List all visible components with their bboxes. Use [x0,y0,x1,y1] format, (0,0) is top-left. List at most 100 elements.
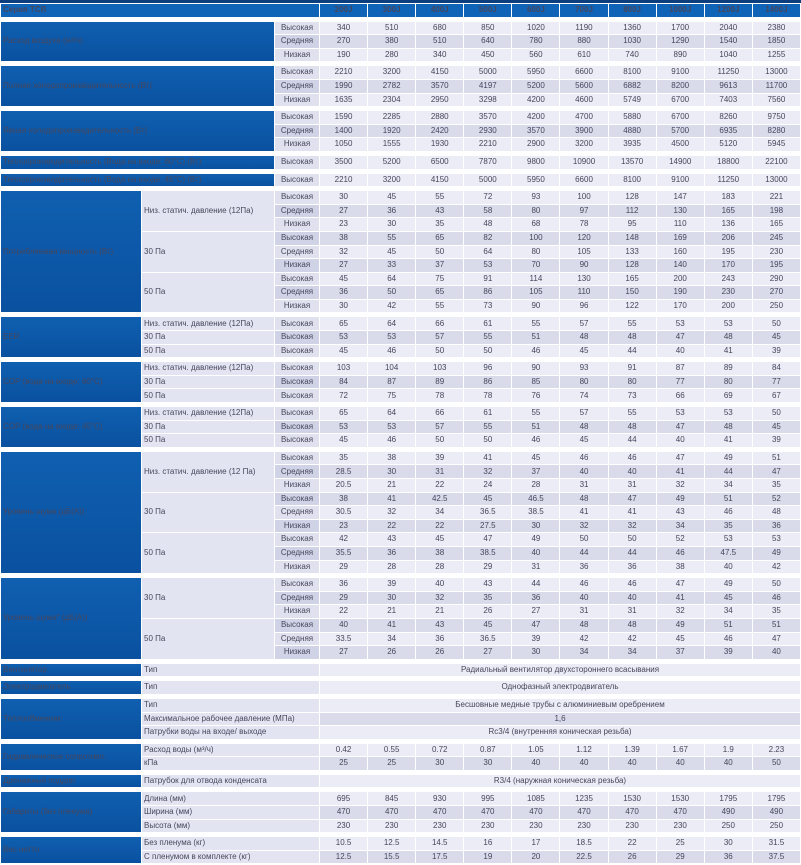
value-cell: 30 [320,299,368,313]
value-cell: 12.5 [368,837,416,850]
value-cell: 640 [464,35,512,48]
value-cell: 41 [560,506,608,519]
subgroup-label: 50 Па [142,344,274,358]
value-cell: 1.9 [704,743,752,757]
spec-row-label: Тип [142,681,319,694]
table-row: 30 Па Высокая 53 53 57 55 51 48 48 47 48 45 [1,331,800,344]
value-cell: 30 [512,646,560,659]
value-cell: 1360 [608,21,656,35]
value-cell: 34 [656,519,704,533]
row-group-label-hydraulic-resistance: Гидравлическое сопротивл. [1,743,141,770]
value-cell: 4197 [464,79,512,93]
value-cell: 48 [608,420,656,434]
speed-label: Высокая [275,492,319,506]
value-cell: 11250 [704,173,752,187]
speed-label: Высокая [275,407,319,420]
table-row: Полная холодопроизводительность (Вт) Высо… [1,66,800,107]
row-group-label-dimensions: Габариты (без пленума) [1,792,141,833]
value-cell: 122 [608,299,656,313]
table-row: Вес нетто Без пленума (кг) 10.5 12.5 14.5 16 1… [1,837,800,864]
value-cell: 1.67 [656,743,704,757]
value-cell: 40 [320,618,368,632]
row-group-label-heating-capacity-60: Теплопроизводительность (Вода на входе: … [1,155,274,169]
value-cell: 95 [608,218,656,231]
value-cell: 7403 [704,93,752,107]
value-cell: 43 [416,204,464,218]
spec-row-label: Максимальное рабочее давление (МПа) [142,712,319,726]
value-cell: 930 [416,792,464,806]
value-cell: 40 [608,591,656,605]
value-cell: 250 [752,299,800,313]
value-cell: 42 [752,560,800,574]
value-cell: 51 [704,492,752,506]
speed-label: Средняя [275,124,319,138]
value-cell: 44 [560,546,608,560]
group-separator [1,17,800,21]
value-cell: 23 [320,218,368,231]
value-cell: 32 [320,245,368,259]
value-cell: 340 [416,48,464,62]
value-cell: 450 [464,48,512,62]
value-cell: 37 [656,646,704,659]
value-cell: 27 [320,646,368,659]
value-cell: 52 [656,533,704,546]
value-cell: 26 [416,646,464,659]
value-cell: 3900 [560,124,608,138]
subgroup-label: 30 Па [142,331,274,344]
speed-label: Средняя [275,632,319,646]
value-cell: 42 [608,632,656,646]
value-cell: 1020 [512,21,560,35]
value-cell: 32 [560,519,608,533]
value-cell: 26 [608,850,656,864]
value-cell: 46 [608,451,656,465]
value-cell: 48 [560,492,608,506]
value-cell: 46 [656,546,704,560]
table-row: Низкая 29 28 28 29 31 36 36 38 40 42 [1,560,800,574]
value-cell: 2.23 [752,743,800,757]
row-group-label-noise-level-2: Уровень шума* (дБ(А)) [1,578,141,659]
value-cell: 198 [752,204,800,218]
value-cell: 44 [608,344,656,358]
speed-label: Высокая [275,317,319,331]
speed-label: Средняя [275,591,319,605]
value-cell: 40 [656,757,704,770]
model-column-header: 700J [560,4,608,17]
value-cell: 45 [560,344,608,358]
value-cell: 2210 [320,66,368,79]
model-column-header: 800J [608,4,656,17]
value-cell: 77 [656,375,704,389]
value-cell: 50 [752,578,800,591]
table-row: Средняя 36 50 65 86 105 110 150 190 230 270 [1,286,800,299]
value-cell: 27 [320,204,368,218]
value-cell: 50 [752,757,800,770]
table-row: Средняя 30.5 32 34 36.5 38.5 41 41 43 46 48 [1,506,800,519]
value-cell: 20 [512,850,560,864]
value-cell: 510 [368,21,416,35]
table-row: Электродвигатель Тип Однофазный электродви… [1,681,800,694]
value-cell: 1085 [512,792,560,806]
model-column-header: 1200J [704,4,752,17]
value-cell: 110 [656,218,704,231]
value-cell: 47 [656,331,704,344]
value-cell: 51 [512,331,560,344]
value-cell: 1590 [320,111,368,124]
value-cell: 41 [656,465,704,478]
value-cell: 40 [560,757,608,770]
speed-label: Высокая [275,451,319,465]
value-cell: 170 [704,259,752,272]
value-cell: 470 [656,806,704,819]
value-cell: 120 [560,231,608,245]
value-cell: 70 [512,259,560,272]
value-cell: 2210 [320,173,368,187]
value-cell: 53 [704,407,752,420]
table-row: Вентилятор Тип Радиальный вентилятор двухс… [1,663,800,677]
value-cell: 1040 [704,48,752,62]
value-cell: 29 [320,560,368,574]
table-row: Низкая 190 280 340 450 560 610 740 890 1040 1255 [1,48,800,62]
speed-label: Средняя [275,245,319,259]
value-cell: 470 [416,806,464,819]
value-cell: 49 [752,546,800,560]
model-column-header: 500J [464,4,512,17]
value-cell: 38 [320,231,368,245]
value-cell: 36 [320,286,368,299]
